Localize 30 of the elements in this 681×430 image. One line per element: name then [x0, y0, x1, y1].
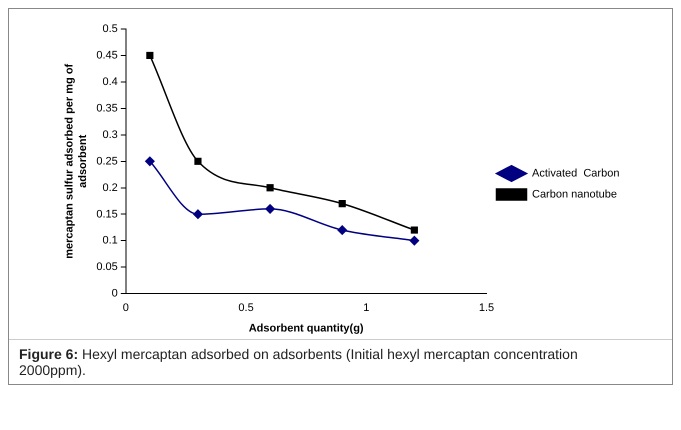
point	[410, 226, 418, 234]
y-tick-label: 0.4	[102, 76, 118, 88]
x-tick-label: 1	[363, 302, 370, 314]
x-tick-label: 0	[122, 302, 129, 314]
y-tick-label: 0.15	[96, 208, 118, 220]
point	[338, 200, 346, 208]
y-tick-label: 0.05	[96, 261, 118, 274]
y-tick-label: 0.3	[102, 128, 118, 141]
x-tick-label: 0.5	[238, 302, 254, 314]
legend-label: Activated Carbon	[532, 168, 620, 180]
y-tick-label: 0	[112, 288, 118, 300]
x-axis-title: Adsorbent quantity(g)	[248, 322, 364, 334]
y-axis-title: mercaptan sulfur adsorbed per mg of adsorbent	[64, 63, 89, 259]
point	[145, 156, 155, 166]
point	[266, 184, 274, 192]
x-tick-label: 1.5	[478, 302, 494, 314]
y-tick-label: 0.2	[102, 182, 118, 194]
point	[265, 204, 275, 214]
y-tick-label: 0.25	[96, 155, 118, 168]
y-tick-label: 0.1	[102, 234, 118, 247]
point	[193, 209, 203, 219]
y-tick-label: 0.45	[96, 49, 118, 62]
legend-label: Carbon nanotube	[532, 188, 618, 201]
y-tick-label: 0.5	[102, 23, 118, 36]
y-tick-label: 0.35	[96, 102, 118, 114]
caption: Figure 6: Hexyl mercaptan adsorbed on adsorbents (Initial hexyl mercaptan concentration 2000ppm).	[19, 346, 578, 378]
point	[194, 158, 202, 165]
point	[337, 225, 347, 235]
point	[146, 52, 154, 60]
point	[410, 236, 420, 246]
